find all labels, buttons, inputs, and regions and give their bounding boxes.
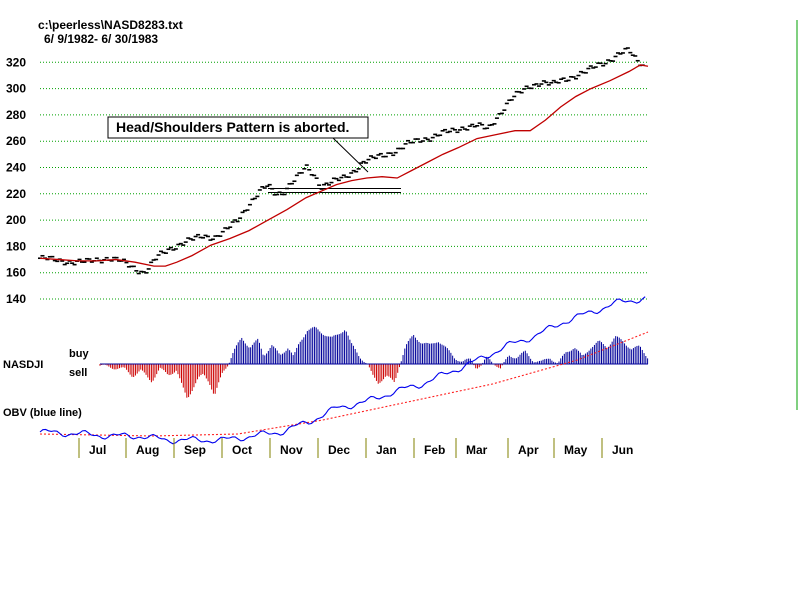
price-series	[38, 47, 645, 275]
buy-label: buy	[69, 348, 89, 360]
obv-moving-average-line	[39, 331, 649, 437]
y-tick-label: 200	[6, 213, 26, 227]
y-tick-label: 260	[6, 134, 26, 148]
sell-label: sell	[69, 367, 87, 379]
y-tick-label: 220	[6, 187, 26, 201]
month-label: Dec	[328, 443, 350, 457]
month-label: Oct	[232, 443, 252, 457]
indicator-label: NASDJI	[3, 359, 43, 371]
moving-average-line	[39, 64, 649, 267]
month-axis: Jul Aug Sep Oct Nov Dec Jan Feb Mar Apr May Jun	[78, 438, 633, 458]
y-tick-label: 180	[6, 239, 26, 253]
y-tick-label: 140	[6, 292, 26, 306]
annotation-box	[107, 116, 369, 139]
month-label: Mar	[466, 443, 488, 457]
month-label: Apr	[518, 443, 539, 457]
annotation-callout: Head/Shoulders Pattern is aborted.	[107, 116, 369, 173]
obv-line	[39, 296, 646, 445]
chart-title: c:\peerless\NASD8283.txt	[38, 18, 183, 32]
annotation-pointer	[332, 137, 369, 173]
y-tick-label: 160	[6, 266, 26, 280]
y-tick-label: 300	[6, 82, 26, 96]
month-label: Nov	[280, 443, 303, 457]
y-tick-label: 240	[6, 161, 26, 175]
obv-label: OBV (blue line)	[3, 407, 82, 419]
y-tick-label: 320	[6, 55, 26, 69]
month-label: Aug	[136, 443, 159, 457]
month-label: Jul	[89, 443, 106, 457]
month-label: Jun	[612, 443, 633, 457]
annotation-text: Head/Shoulders Pattern is aborted.	[116, 119, 349, 135]
neckline-group	[268, 188, 401, 193]
price-gridlines	[40, 61, 648, 300]
month-label: Feb	[424, 443, 445, 457]
nasdji-indicator-bars	[99, 326, 649, 398]
month-label: Jan	[376, 443, 397, 457]
y-tick-label: 280	[6, 108, 26, 122]
chart-date-range: 6/ 9/1982- 6/ 30/1983	[44, 32, 158, 46]
price-axis-labels: 320 300 280 260 240 220 200 180 160 140	[6, 55, 26, 306]
month-label: Sep	[184, 443, 206, 457]
month-label: May	[564, 443, 588, 457]
